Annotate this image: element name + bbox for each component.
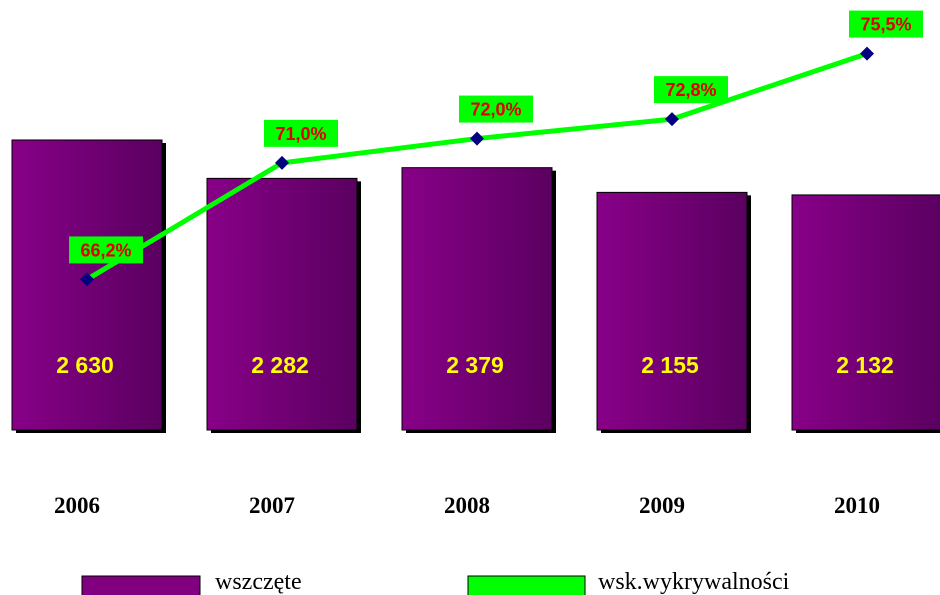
legend-swatch <box>467 575 586 595</box>
x-tick-label: 2007 <box>249 493 295 518</box>
line-label: 71,0% <box>275 124 326 144</box>
x-tick-label: 2006 <box>54 493 100 518</box>
marker <box>860 46 874 61</box>
x-tick-label: 2008 <box>444 493 490 518</box>
line-label: 72,0% <box>470 100 521 120</box>
bar <box>791 194 940 431</box>
line-label: 66,2% <box>80 240 131 260</box>
marker <box>470 131 484 146</box>
bar <box>596 191 748 431</box>
bar-label: 2 379 <box>446 352 504 378</box>
line-label-bg <box>849 10 923 38</box>
bar <box>206 177 358 431</box>
legend-label: wszczęte <box>215 569 302 595</box>
x-tick-label: 2009 <box>639 493 685 518</box>
line-label-bg <box>459 95 533 123</box>
bar-label: 2 282 <box>251 352 309 378</box>
marker <box>80 272 94 287</box>
line-label-bg <box>264 119 338 147</box>
legend-label: wsk.wykrywalności <box>598 569 790 595</box>
marker <box>275 155 289 170</box>
marker <box>665 112 679 127</box>
line-label: 75,5% <box>860 15 911 35</box>
bar <box>401 167 553 431</box>
line-label-bg <box>69 236 143 264</box>
line-label: 72,8% <box>665 80 716 100</box>
bar-label: 2 630 <box>56 352 114 378</box>
x-tick-label: 2010 <box>834 493 880 518</box>
bar-label: 2 155 <box>641 352 699 378</box>
legend-swatch <box>81 575 201 595</box>
bar-label: 2 132 <box>836 352 894 378</box>
line-label-bg <box>654 76 728 104</box>
